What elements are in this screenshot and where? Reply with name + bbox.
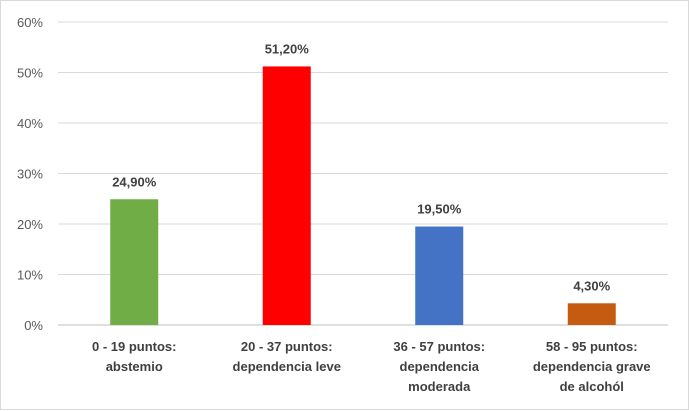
y-tick-label: 30% [17,167,43,182]
data-label: 19,50% [417,202,462,217]
y-tick-label: 40% [17,116,43,131]
y-tick-label: 10% [17,268,43,283]
x-tick-label: dependencia grave [533,359,651,374]
y-tick-label: 0% [24,318,43,333]
x-tick-label: dependencia [400,359,480,374]
data-label: 24,90% [112,174,157,189]
bar [415,226,464,325]
x-tick-label: abstemio [106,359,163,374]
bar [567,303,616,325]
x-tick-label: 0 - 19 puntos: [92,339,177,354]
data-label: 51,20% [265,41,310,56]
x-tick-label: dependencia leve [233,359,341,374]
bar [110,199,159,325]
y-tick-label: 20% [17,217,43,232]
x-tick-label: 58 - 95 puntos: [546,339,638,354]
x-tick-label: 20 - 37 puntos: [241,339,333,354]
y-tick-label: 60% [17,15,43,30]
data-label: 4,30% [573,278,610,293]
y-tick-label: 50% [17,66,43,81]
x-tick-label: de alcohól [560,379,624,394]
bar [262,66,311,325]
x-tick-label: moderada [408,379,471,394]
x-tick-label: 36 - 57 puntos: [393,339,485,354]
